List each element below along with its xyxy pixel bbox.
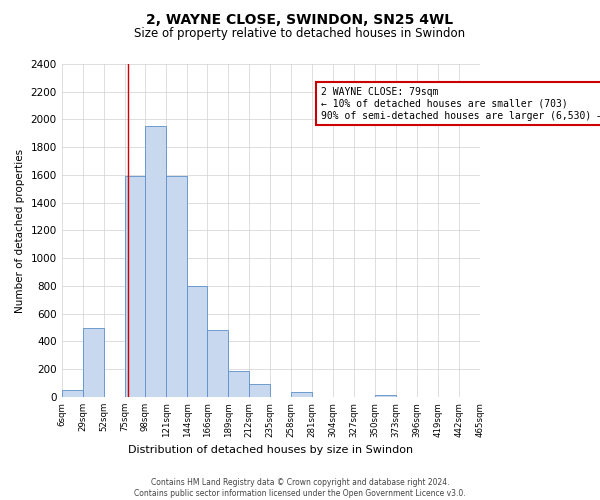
Bar [249,384,270,397]
Bar [62,390,83,397]
Y-axis label: Number of detached properties: Number of detached properties [15,148,25,312]
Text: 2 WAYNE CLOSE: 79sqm
← 10% of detached houses are smaller (703)
90% of semi-deta: 2 WAYNE CLOSE: 79sqm ← 10% of detached h… [321,88,600,120]
Bar [375,395,396,397]
Text: Contains HM Land Registry data © Crown copyright and database right 2024.
Contai: Contains HM Land Registry data © Crown c… [134,478,466,498]
Text: 2, WAYNE CLOSE, SWINDON, SN25 4WL: 2, WAYNE CLOSE, SWINDON, SN25 4WL [146,12,454,26]
Bar [291,392,312,397]
Bar [187,286,208,397]
Bar [166,176,187,397]
Bar [145,126,166,397]
Bar [229,370,249,397]
Bar [125,176,145,397]
Bar [208,330,229,397]
Text: Size of property relative to detached houses in Swindon: Size of property relative to detached ho… [134,28,466,40]
X-axis label: Distribution of detached houses by size in Swindon: Distribution of detached houses by size … [128,445,413,455]
Bar [83,328,104,397]
